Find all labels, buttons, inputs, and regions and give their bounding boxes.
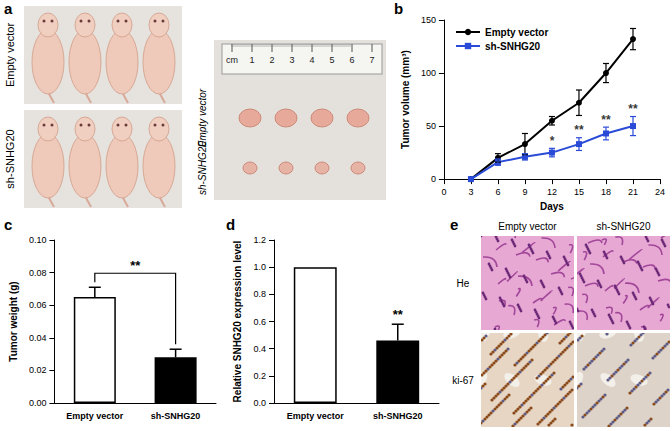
svg-text:ki-67: ki-67	[452, 375, 474, 386]
svg-text:Empty vector: Empty vector	[485, 27, 548, 38]
svg-text:2: 2	[269, 55, 274, 65]
svg-text:0.02: 0.02	[29, 365, 47, 375]
svg-text:*: *	[550, 134, 555, 148]
svg-text:0.08: 0.08	[29, 268, 47, 278]
svg-text:1.0: 1.0	[253, 262, 266, 272]
svg-text:He: He	[457, 278, 470, 289]
svg-text:9: 9	[522, 187, 527, 197]
svg-text:**: **	[130, 258, 141, 273]
svg-text:0.06: 0.06	[29, 300, 47, 310]
svg-text:Relative SNHG20 expression lev: Relative SNHG20 expression level	[232, 240, 243, 402]
svg-text:21: 21	[628, 187, 638, 197]
svg-text:cm: cm	[226, 55, 238, 65]
svg-text:0: 0	[431, 174, 436, 184]
svg-text:**: **	[601, 113, 611, 127]
svg-text:Empty vector: Empty vector	[287, 411, 345, 421]
svg-text:Days: Days	[540, 201, 564, 212]
svg-text:50: 50	[426, 121, 436, 131]
svg-text:sh-SNHG20: sh-SNHG20	[597, 221, 651, 232]
html-text:c: c	[4, 216, 13, 233]
svg-text:1: 1	[249, 55, 254, 65]
svg-text:sh-SNHG20: sh-SNHG20	[151, 411, 201, 421]
svg-text:15: 15	[574, 187, 584, 197]
svg-text:Empty vector: Empty vector	[197, 88, 208, 147]
svg-text:18: 18	[601, 187, 611, 197]
svg-text:0: 0	[441, 187, 446, 197]
html-text:b: b	[394, 0, 404, 17]
svg-text:0.00: 0.00	[29, 398, 47, 408]
svg-text:5: 5	[329, 55, 334, 65]
svg-text:100: 100	[421, 68, 436, 78]
svg-text:6: 6	[495, 187, 500, 197]
svg-text:Empty vector: Empty vector	[66, 411, 124, 421]
svg-text:Tumor weight (g): Tumor weight (g)	[8, 281, 19, 361]
svg-text:7: 7	[369, 55, 374, 65]
svg-text:150: 150	[421, 15, 436, 25]
svg-text:sh-SNHG20: sh-SNHG20	[4, 129, 16, 188]
html-text:e: e	[450, 216, 459, 233]
svg-text:3: 3	[468, 187, 473, 197]
svg-text:sh-SNHG20: sh-SNHG20	[485, 41, 540, 52]
svg-text:0.2: 0.2	[253, 371, 266, 381]
svg-text:**: **	[628, 102, 638, 116]
svg-text:Empty vector: Empty vector	[4, 23, 16, 88]
svg-text:0.6: 0.6	[253, 317, 266, 327]
svg-text:**: **	[393, 307, 404, 322]
svg-text:0.04: 0.04	[29, 333, 47, 343]
svg-text:0.4: 0.4	[253, 344, 266, 354]
svg-text:Tumor volume (mm³): Tumor volume (mm³)	[400, 50, 411, 149]
svg-text:0.10: 0.10	[29, 235, 47, 245]
svg-text:6: 6	[349, 55, 354, 65]
html-text:a: a	[4, 0, 13, 17]
svg-text:0.8: 0.8	[253, 289, 266, 299]
svg-text:1.2: 1.2	[253, 235, 266, 245]
svg-text:3: 3	[289, 55, 294, 65]
html-text:d: d	[226, 216, 236, 233]
svg-text:12: 12	[547, 187, 557, 197]
svg-text:sh-SNHG20: sh-SNHG20	[197, 141, 208, 195]
svg-text:**: **	[574, 123, 584, 137]
svg-text:4: 4	[309, 55, 314, 65]
svg-text:24: 24	[655, 187, 665, 197]
svg-text:0.0: 0.0	[253, 398, 266, 408]
svg-text:sh-SNHG20: sh-SNHG20	[373, 411, 423, 421]
svg-text:Empty vector: Empty vector	[498, 221, 557, 232]
